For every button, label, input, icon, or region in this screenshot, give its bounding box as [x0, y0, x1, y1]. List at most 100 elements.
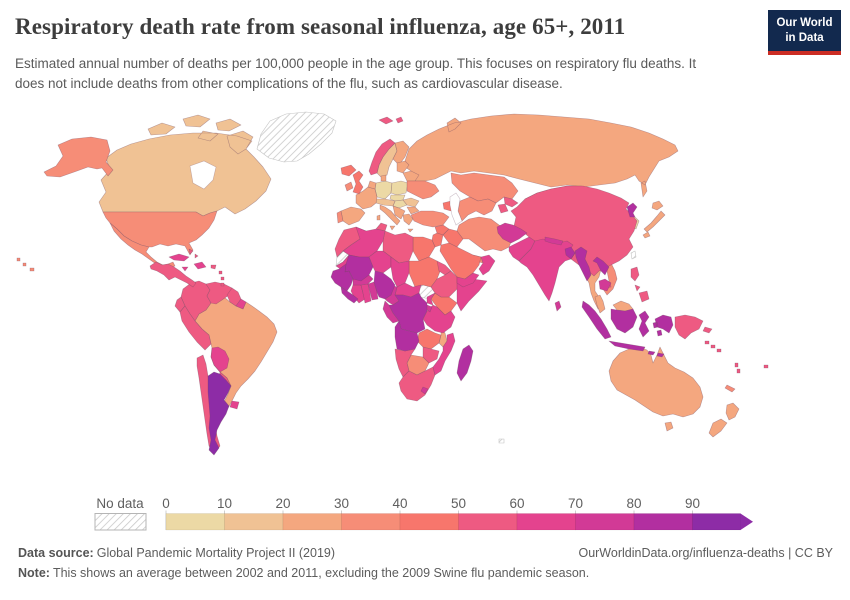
country-mozambique[interactable]: Mozambique — 60-70 [432, 332, 456, 376]
legend-bin-70-80[interactable] [575, 513, 635, 531]
country-mali[interactable]: Mali — 80-90 [344, 254, 374, 282]
country-north-korea[interactable]: North Korea — 80-90 [626, 202, 638, 218]
country-portugal[interactable]: Portugal — 30-40 [336, 210, 344, 224]
country-tanzania[interactable]: Tanzania — 60-70 [422, 304, 456, 334]
country-suriname[interactable]: Suriname — 60-70 [235, 298, 247, 310]
country-turkey[interactable]: Turkey — 30-40 [410, 210, 450, 228]
country-bulgaria[interactable]: Bulgaria — 20-30 [406, 206, 420, 215]
country-south-africa[interactable]: South Africa — 50-60 [398, 366, 436, 402]
country-jamaica[interactable]: Jamaica — 60-70 [181, 266, 189, 272]
legend-no-data-label: No data [96, 496, 144, 511]
country-kerguelen-islands[interactable]: Kerguelen Islands — No data [498, 438, 505, 444]
country-benelux[interactable]: Benelux — 20-30 [367, 180, 377, 190]
country-ecuador[interactable]: Ecuador — 50-60 [174, 296, 186, 313]
country-argentina[interactable]: Argentina — 90+ [207, 371, 232, 456]
country-lesotho[interactable]: Lesotho — 70-80 [420, 386, 429, 395]
country-hispaniola[interactable]: Hispaniola — 60-70 [193, 261, 207, 270]
country-united-kingdom[interactable]: United Kingdom — 40-50 [352, 170, 364, 195]
footer-link[interactable]: OurWorldinData.org/influenza-deaths | CC… [578, 546, 833, 560]
country-indonesia[interactable]: Indonesia — 80-90 [581, 300, 674, 358]
legend-bin-0-10[interactable] [165, 513, 225, 531]
owid-logo[interactable]: Our World in Data [768, 10, 841, 55]
country-russia[interactable]: Russia — 20-30 [404, 113, 679, 198]
country-fiji[interactable]: Fiji — 50-60 [763, 364, 769, 369]
country-sri-lanka[interactable]: Sri Lanka — 70-80 [554, 300, 562, 312]
country-bolivia[interactable]: Bolivia — 60-70 [210, 346, 230, 373]
country-baltic-states[interactable]: Baltic States — 20-30 [396, 160, 410, 174]
legend-bin-30-40[interactable] [341, 513, 401, 531]
country-nepal[interactable]: Nepal — 70-80 [544, 236, 564, 246]
country-italy[interactable]: Italy — 20-30 [376, 204, 401, 231]
country-myanmar[interactable]: Myanmar — 80-90 [574, 246, 592, 282]
country-puerto-rico[interactable]: Puerto Rico — 50-60 [210, 264, 217, 270]
country-mexico[interactable]: Mexico — 30-40 [109, 222, 176, 269]
country-vanuatu[interactable]: Vanuatu — 50-60 [734, 362, 741, 374]
country-spain[interactable]: Spain — 20-30 [340, 206, 366, 226]
country-afghanistan[interactable]: Afghanistan — 70-80 [496, 222, 528, 244]
country-india[interactable]: India — 60-70 [518, 238, 576, 302]
country-greece[interactable]: Greece — 20-30 [402, 213, 414, 233]
country-angola[interactable]: Angola — 80-90 [394, 320, 420, 352]
country-congo-gabon[interactable]: Congo and Gabon — 70-80 [382, 300, 400, 324]
legend-bin-80-90[interactable] [633, 513, 693, 531]
country-greenland[interactable]: Greenland — No data [256, 111, 337, 163]
country-iceland[interactable]: Iceland — 40-50 [340, 164, 357, 177]
country-yemen[interactable]: Yemen — 60-70 [456, 272, 480, 288]
country-denmark[interactable]: Denmark — 20-30 [380, 174, 387, 182]
country-iran[interactable]: Iran — 30-40 [456, 216, 514, 252]
country-new-caledonia[interactable]: New Caledonia — 30-40 [724, 384, 736, 393]
country-sierra-leone-liberia[interactable]: Sierra Leone and Liberia — 80-90 [340, 286, 359, 304]
country-saudi-arabia[interactable]: Saudi Arabia — 40-50 [439, 242, 482, 280]
country-philippines[interactable]: Philippines — 50-60 [630, 266, 650, 303]
country-japan[interactable]: Japan — 20-30 [642, 200, 666, 239]
country-ukraine[interactable]: Ukraine — 30-40 [406, 180, 440, 200]
country-belarus[interactable]: Belarus — 20-30 [402, 170, 420, 182]
country-france[interactable]: France — 20-30 [355, 186, 378, 210]
country-ireland[interactable]: Ireland — 30-40 [344, 181, 354, 192]
country-dr-congo[interactable]: Democratic Republic of Congo — 80-90 [388, 292, 428, 334]
country-egypt[interactable]: Egypt — 40-50 [412, 236, 436, 262]
country-bangladesh[interactable]: Bangladesh — 80-90 [564, 246, 576, 260]
country-uganda[interactable]: Uganda — 60-70 [426, 292, 436, 306]
legend-bin-40-50[interactable] [399, 513, 459, 531]
country-poland[interactable]: Poland — 0-10 [390, 180, 409, 196]
country-australia[interactable]: Australia — 20-30 [608, 346, 704, 432]
legend-bin-10-20[interactable] [224, 513, 284, 531]
country-tunisia[interactable]: Tunisia — 50-60 [375, 222, 388, 232]
country-cambodia[interactable]: Cambodia — 70-80 [598, 278, 612, 292]
legend-bin-60-70[interactable] [516, 513, 576, 531]
country-oman[interactable]: Oman — 60-70 [478, 254, 496, 276]
country-uruguay[interactable]: Uruguay — 60-70 [229, 400, 240, 410]
country-laos[interactable]: Laos — 80-90 [592, 256, 610, 276]
country-united-states[interactable]: United States — 30-40 [16, 136, 218, 272]
country-germany[interactable]: Germany — 0-10 [374, 180, 393, 200]
country-central-america[interactable]: Central America — 50-60 [149, 261, 197, 288]
country-finland[interactable]: Finland — 20-30 [392, 140, 410, 166]
country-tajikistan[interactable]: Tajikistan — 50-60 [497, 203, 509, 214]
country-romania[interactable]: Romania — 10-20 [402, 197, 420, 208]
legend-bin-20-30[interactable] [282, 513, 342, 531]
country-niger[interactable]: Niger — 60-70 [368, 250, 392, 274]
country-kyrgyzstan[interactable]: Kyrgyzstan — 50-60 [503, 196, 519, 208]
country-madagascar[interactable]: Madagascar — 80-90 [456, 344, 474, 382]
country-new-zealand[interactable]: New Zealand — 20-30 [708, 402, 740, 438]
legend-tick-label: 80 [626, 496, 641, 511]
country-taiwan[interactable]: Taiwan — No data [630, 250, 637, 260]
country-peru[interactable]: Peru — 50-60 [179, 305, 212, 351]
country-papua-new-guinea[interactable]: Papua New Guinea — 50-60 [674, 314, 713, 340]
country-norway[interactable]: Norway — 50-60 [368, 116, 404, 176]
country-cuba[interactable]: Cuba — 60-70 [168, 253, 190, 262]
country-lesser-antilles[interactable]: Lesser Antilles — 50-60 [218, 270, 225, 287]
country-canada[interactable]: Canada — 10-20 [98, 114, 272, 217]
country-bahamas[interactable]: Bahamas — 50-60 [188, 248, 199, 259]
legend-bin-90+[interactable] [692, 513, 741, 531]
country-central-asia[interactable]: Uzbekistan and Turkmenistan — 30-40 [457, 196, 497, 222]
country-zimbabwe[interactable]: Zimbabwe — 50-60 [422, 346, 440, 364]
country-hungary[interactable]: Hungary — 0-10 [392, 199, 408, 209]
country-zambia[interactable]: Zambia — 40-50 [416, 328, 442, 350]
country-nigeria[interactable]: Nigeria — 80-90 [373, 270, 396, 300]
country-china[interactable]: China — 50-60 [510, 185, 638, 289]
legend-no-data-swatch[interactable] [94, 513, 147, 531]
country-solomon-islands[interactable]: Solomon Islands — 50-60 [704, 340, 722, 353]
legend-bin-50-60[interactable] [458, 513, 518, 531]
